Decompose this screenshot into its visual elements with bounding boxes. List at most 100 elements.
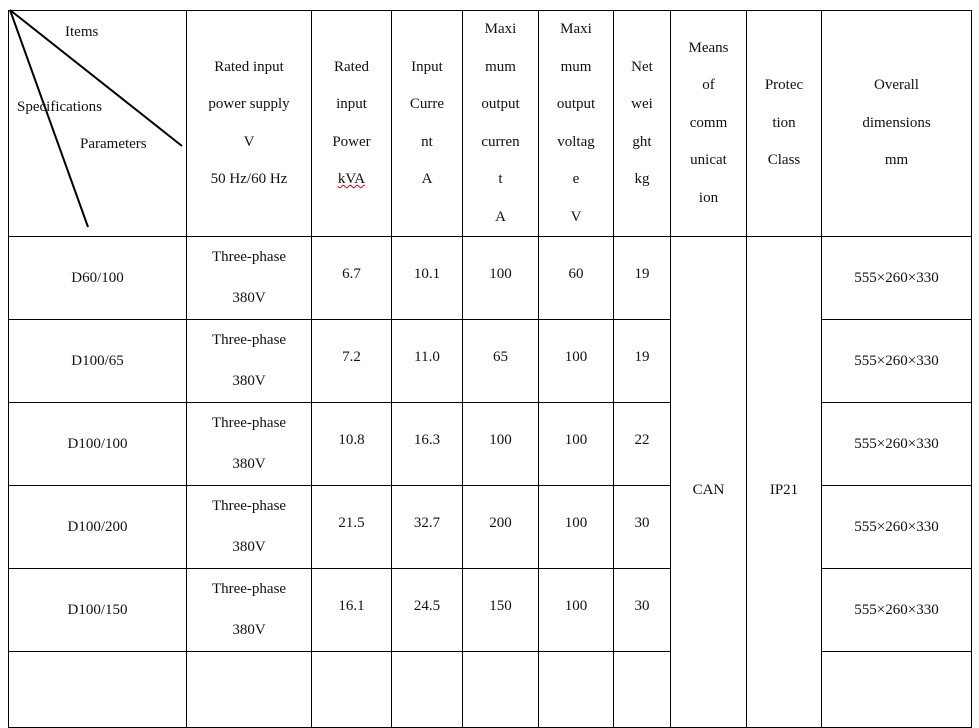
header-line: unicat [690,152,727,169]
header-line: A [421,171,433,187]
header-line: Power [332,133,371,150]
model-cell: D100/65 [8,319,187,403]
current: 32.7 [413,514,441,531]
max-voltage-cell: 100 [538,485,614,569]
header-cell: Rated input power supply V 50 Hz/60 Hz [186,10,312,237]
header-line: Rated input [214,58,284,75]
header-line: ght [632,133,652,150]
weight-cell: 19 [613,319,671,403]
max-voltage: 100 [564,431,588,448]
weight-cell: 19 [613,236,671,320]
weight: 19 [634,348,650,365]
model: D100/150 [67,601,128,618]
header-line: e [572,171,580,187]
weight-cell: 22 [613,402,671,486]
header-line: Maxi [484,21,517,37]
header-line: Input [411,58,443,75]
supply-line: 380V [232,373,266,389]
header-line: of [702,77,715,94]
power-cell: 6.7 [311,236,392,320]
corner-label-items: Items [65,24,99,40]
empty-cell [186,651,312,728]
max-voltage: 100 [564,348,588,365]
table-row: D100/65 Three-phase 380V 7.2 11.0 65 100 19 555×… [8,319,972,403]
power: 21.5 [338,514,365,531]
header-line: V [243,133,255,150]
max-current-cell: 100 [462,402,539,486]
corner-header-cell [8,10,187,237]
header-line: mum [560,58,592,75]
empty-cell [821,651,972,728]
dimensions: 555×260×330 [854,352,939,369]
current-cell: 24.5 [391,568,463,652]
dimensions-cell: 555×260×330 [821,236,972,320]
current: 16.3 [413,431,441,448]
header-line: input [336,96,367,112]
header-line: kg [634,171,650,187]
header-line: Maxi [560,21,592,37]
header-cell: Protec tion Class [746,10,822,237]
max-voltage-cell: 60 [538,236,614,320]
header-cell: Input Curre nt A [391,10,463,237]
max-voltage: 100 [564,597,588,614]
max-current-cell: 100 [462,236,539,320]
model-cell: D100/200 [8,485,187,569]
protection: IP21 [769,481,799,498]
dimensions-cell: 555×260×330 [821,568,972,652]
power-cell: 10.8 [311,402,392,486]
header-line: mum [485,58,516,75]
table-row: D100/100 Three-phase 380V 10.8 16.3 100 100 22 5… [8,402,972,486]
supply-line: Three-phase [211,249,287,265]
header-line: Class [767,152,801,169]
header-cell: Maxi mum output voltag e V [538,10,614,237]
power: 6.7 [342,265,361,282]
supply-line: Three-phase [211,498,287,514]
header-line: Means [688,39,729,56]
header-line: output [556,96,596,112]
header-line: power supply [208,96,290,112]
max-current: 100 [489,265,512,282]
supply-cell: Three-phase 380V [186,236,312,320]
power: 16.1 [338,597,365,614]
empty-row [8,651,972,728]
max-voltage-cell: 100 [538,319,614,403]
model: D60/100 [71,269,124,286]
supply-line: 380V [232,290,266,306]
current-cell: 16.3 [391,402,463,486]
header-line: voltag [557,133,595,150]
empty-cell [538,651,614,728]
empty-cell [462,651,539,728]
supply-line: 380V [232,456,266,472]
empty-cell [391,651,463,728]
weight: 30 [634,514,650,531]
dimensions: 555×260×330 [854,601,939,618]
header-line: wei [631,96,653,112]
model: D100/65 [71,352,124,369]
header-line: nt [421,133,433,150]
header-line: comm [689,114,728,131]
model-cell: D100/150 [8,568,187,652]
power-cell: 21.5 [311,485,392,569]
header-line: V [570,208,582,225]
current-cell: 32.7 [391,485,463,569]
max-current: 150 [489,597,512,614]
power: 10.8 [338,431,365,448]
header-cell: Means of comm unicat ion [670,10,747,237]
header-line: 50 Hz/60 Hz [210,171,288,187]
supply-line: 380V [232,622,266,638]
table-row: D100/150 Three-phase 380V 16.1 24.5 150 100 30 5… [8,568,972,652]
weight: 22 [634,431,650,448]
dimensions: 555×260×330 [854,435,939,452]
weight: 30 [634,597,650,614]
weight: 19 [634,265,650,282]
header-line: A [495,208,506,225]
communication-cell: CAN [670,236,747,728]
header-line: mm [884,152,909,169]
table-row: D100/200 Three-phase 380V 21.5 32.7 200 100 30 5… [8,485,972,569]
weight-cell: 30 [613,568,671,652]
current: 11.0 [414,348,440,365]
header-line: Net [631,58,653,75]
empty-cell [613,651,671,728]
max-current-cell: 65 [462,319,539,403]
communication: CAN [692,481,725,498]
